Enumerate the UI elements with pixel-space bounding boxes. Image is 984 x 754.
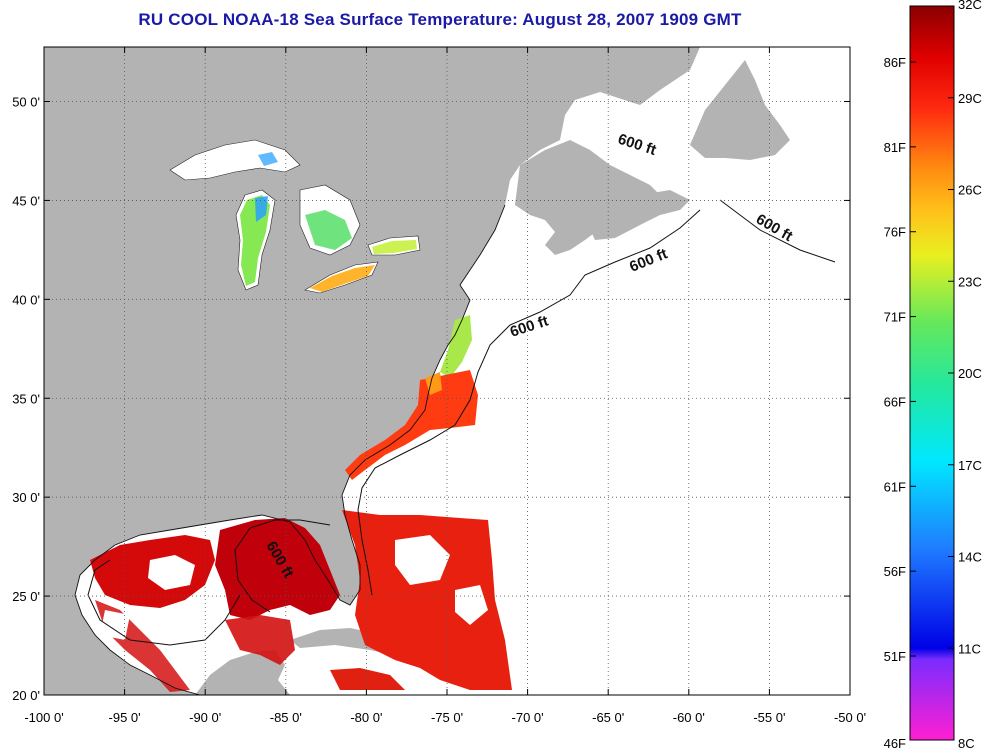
sst-gulf-east: [215, 518, 340, 620]
graticule: [44, 47, 850, 695]
colorbar-celsius-label: 11C: [958, 641, 981, 656]
colorbar-fahrenheit-label: 86F: [884, 55, 906, 70]
lon-tick-label: -95 0': [109, 710, 141, 725]
lake-superior: [169, 139, 301, 181]
lat-tick-label: 20 0': [12, 688, 40, 703]
colorbar-celsius-label: 23C: [958, 274, 982, 289]
lat-tick-label: 35 0': [12, 391, 40, 406]
colorbar: [909, 5, 955, 741]
sst-lake-huron: [305, 210, 352, 250]
land-yucatan: [195, 650, 290, 695]
lat-tick-label: 25 0': [12, 589, 40, 604]
colorbar-fahrenheit-label: 66F: [884, 394, 906, 409]
colorbar-ticks: 32C 29C 26C 23C 20C 17C 14C 11C 8C 86F 81F 76F 71F 66…: [884, 0, 982, 751]
colorbar-fahrenheit-label: 76F: [884, 225, 906, 240]
land-atlantic-canada: [515, 140, 660, 255]
lon-tick-label: -65 0': [592, 710, 624, 725]
colorbar-fahrenheit-label: 56F: [884, 564, 906, 579]
sst-lake-superior-spot: [258, 152, 278, 166]
sst-gulf-south: [225, 615, 295, 665]
cloud-gap-gulf-2: [100, 610, 130, 640]
water-st-lawrence: [575, 92, 680, 170]
lon-tick-label: -90 0': [189, 710, 221, 725]
colorbar-celsius-label: 20C: [958, 366, 982, 381]
chart-title: RU COOL NOAA-18 Sea Surface Temperature:…: [138, 10, 742, 29]
colorbar-celsius-label: 8C: [958, 736, 975, 751]
cloud-gap-atlantic-2: [455, 585, 488, 625]
sst-lake-michigan: [240, 195, 270, 286]
sst-lake-erie: [310, 265, 375, 292]
lon-tick-label: -50 0': [834, 710, 866, 725]
isobath-600ft: [87, 199, 836, 646]
cloud-gap-atlantic: [395, 535, 450, 585]
lat-tick-label: 30 0': [12, 490, 40, 505]
lon-tick-label: -60 0': [673, 710, 705, 725]
colorbar-fahrenheit-label: 71F: [884, 310, 906, 325]
colorbar-celsius-label: 32C: [958, 0, 982, 12]
sst-bahamas: [342, 510, 512, 690]
lon-tick-label: -85 0': [270, 710, 302, 725]
lat-tick-label: 50 0': [12, 95, 40, 110]
lon-tick-label: -100 0': [24, 710, 63, 725]
land-newfoundland: [690, 60, 790, 160]
colorbar-celsius-label: 29C: [958, 91, 982, 106]
sst-mid-atlantic: [440, 315, 472, 378]
colorbar-celsius-label: 26C: [958, 183, 982, 198]
colorbar-fahrenheit-label: 61F: [884, 479, 906, 494]
coastline: [44, 47, 700, 695]
colorbar-celsius-label: 14C: [958, 550, 982, 565]
lon-tick-label: -55 0': [753, 710, 785, 725]
cloud-gap-gulf: [148, 555, 195, 590]
land-north-america: [44, 47, 700, 695]
colorbar-fahrenheit-label: 81F: [884, 140, 906, 155]
colorbar-celsius-label: 17C: [958, 458, 982, 473]
sst-caribbean-south: [330, 668, 405, 690]
colorbar-fahrenheit-label: 51F: [884, 649, 906, 664]
land-nova-scotia: [585, 190, 690, 240]
lon-tick-label: -75 0': [431, 710, 463, 725]
axis-ticks: -100 0' -95 0' -90 0' -85 0' -80 0' -75 0' -70…: [12, 47, 866, 725]
sst-lake-ontario: [372, 240, 417, 254]
lon-tick-label: -70 0': [512, 710, 544, 725]
lat-tick-label: 40 0': [12, 292, 40, 307]
lon-tick-label: -80 0': [350, 710, 382, 725]
sst-lake-michigan-north: [255, 196, 268, 222]
colorbar-fahrenheit-label: 46F: [884, 736, 906, 751]
lat-tick-label: 45 0': [12, 193, 40, 208]
